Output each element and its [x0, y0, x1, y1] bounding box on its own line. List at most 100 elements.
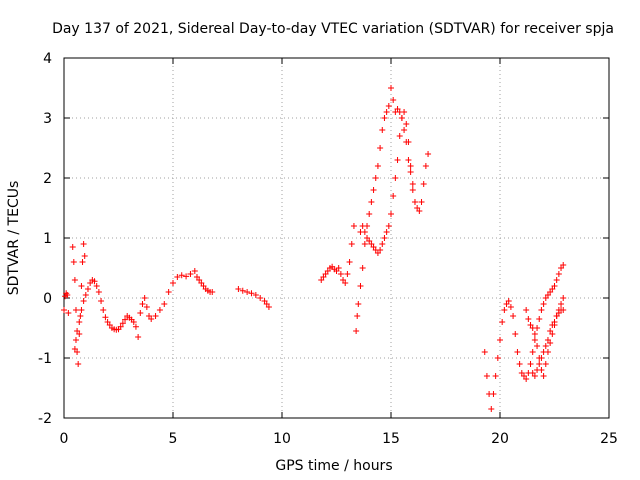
data-point: [418, 199, 425, 205]
series-seg-j: [523, 295, 567, 379]
data-point: [143, 304, 150, 310]
data-point: [117, 323, 124, 330]
data-point: [76, 319, 83, 325]
data-point: [392, 175, 399, 181]
data-point: [95, 289, 102, 295]
x-tick-label: 25: [600, 431, 618, 447]
data-point: [558, 301, 565, 307]
data-point: [542, 343, 549, 349]
data-point: [75, 361, 82, 367]
data-point: [420, 181, 427, 187]
data-point: [383, 229, 390, 235]
data-point: [84, 286, 91, 292]
data-point: [529, 349, 536, 355]
y-axis-label: SDTVAR / TECUs: [6, 181, 22, 296]
series-seg-a: [61, 290, 72, 316]
data-point: [560, 262, 567, 268]
x-tick-label: 20: [491, 431, 509, 447]
data-point: [529, 325, 536, 331]
data-point: [505, 298, 512, 304]
data-point: [135, 334, 142, 340]
data-points: [61, 85, 567, 412]
x-tick-label: 15: [382, 431, 400, 447]
data-point: [357, 283, 364, 289]
data-point: [80, 298, 87, 304]
data-point: [187, 271, 194, 277]
data-point: [366, 211, 373, 217]
data-point: [401, 127, 408, 133]
data-point: [344, 271, 351, 277]
data-point: [555, 271, 562, 277]
data-point: [536, 316, 543, 322]
data-point: [353, 328, 360, 334]
data-point: [527, 361, 534, 367]
data-point: [540, 349, 547, 355]
data-point: [381, 235, 388, 241]
data-point: [534, 367, 541, 373]
y-tick-label: 2: [43, 171, 52, 187]
data-point: [361, 229, 368, 235]
data-point: [191, 268, 198, 274]
data-point: [265, 304, 272, 310]
data-point: [355, 301, 362, 307]
data-point: [512, 331, 519, 337]
data-point: [390, 193, 397, 199]
data-point: [137, 310, 144, 316]
data-point: [359, 265, 366, 271]
data-point: [383, 109, 390, 115]
data-point: [405, 157, 412, 163]
series-seg-b: [69, 241, 88, 367]
data-point: [385, 103, 392, 109]
data-point: [209, 289, 216, 295]
data-point: [252, 292, 259, 298]
data-point: [244, 289, 251, 295]
data-point: [374, 163, 381, 169]
data-point: [396, 133, 403, 139]
data-point: [407, 163, 414, 169]
data-point: [132, 323, 139, 330]
data-point: [78, 307, 85, 313]
data-point: [407, 169, 414, 175]
data-point: [78, 283, 85, 289]
data-point: [361, 241, 368, 247]
data-point: [523, 376, 530, 382]
data-point: [248, 290, 255, 297]
data-point: [98, 298, 105, 304]
data-point: [91, 278, 98, 285]
data-point: [71, 346, 78, 352]
data-point: [335, 265, 342, 271]
data-point: [257, 295, 264, 301]
y-tick-label: 4: [43, 51, 52, 67]
data-point: [394, 157, 401, 163]
data-point: [425, 151, 432, 157]
data-point: [348, 241, 355, 247]
data-point: [560, 307, 567, 313]
y-tick-label: 0: [43, 291, 52, 307]
data-point: [481, 349, 488, 355]
data-point: [74, 328, 81, 334]
data-point: [409, 187, 416, 193]
x-tick-label: 0: [60, 431, 69, 447]
x-axis-label: GPS time / hours: [275, 458, 392, 474]
data-point: [346, 259, 353, 265]
data-point: [381, 115, 388, 121]
data-point: [510, 313, 517, 319]
data-point: [65, 310, 72, 316]
data-point: [102, 314, 109, 321]
data-point: [368, 199, 375, 205]
data-point: [499, 319, 506, 325]
data-point: [337, 271, 344, 277]
data-point: [560, 295, 567, 301]
data-point: [170, 280, 176, 286]
data-point: [350, 223, 357, 229]
data-point: [82, 292, 89, 298]
data-point: [494, 355, 501, 361]
data-point: [72, 307, 79, 313]
data-point: [81, 253, 88, 259]
data-point: [178, 272, 185, 279]
data-point: [516, 361, 523, 367]
series-seg-f: [318, 223, 357, 286]
y-tick-label: -2: [38, 411, 52, 427]
data-point: [165, 289, 172, 295]
